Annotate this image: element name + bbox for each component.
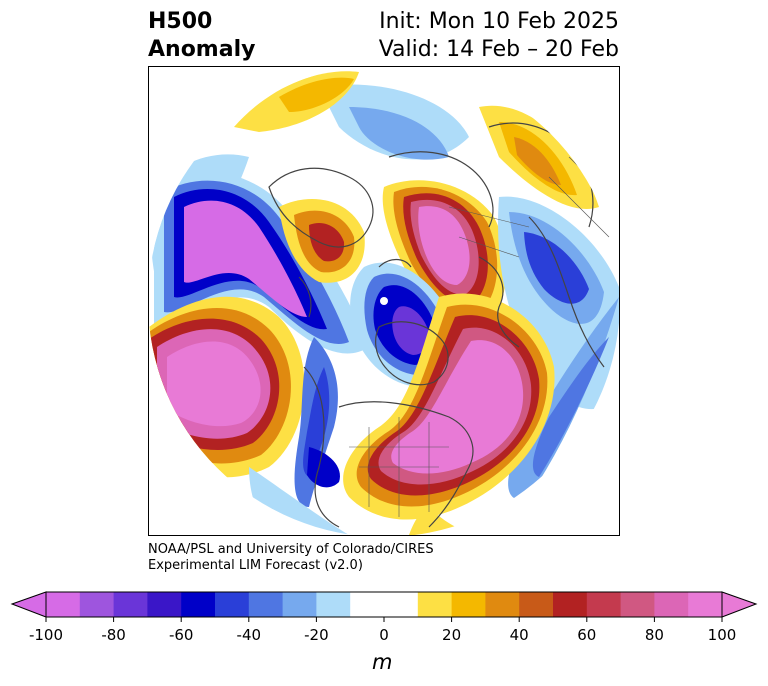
colorbar-cell	[350, 592, 385, 617]
colorbar-cell	[654, 592, 689, 617]
colorbar-unit: m	[372, 650, 393, 674]
colorbar-tick-label: -100	[28, 626, 64, 644]
colorbar-cell	[417, 592, 453, 617]
forecast-dates: Init: Mon 10 Feb 2025 Valid: 14 Feb – 20…	[379, 8, 619, 64]
colorbar-cell	[316, 592, 351, 617]
colorbar-cell	[147, 592, 182, 617]
colorbar-cell	[586, 592, 622, 617]
colorbar-cell	[688, 592, 723, 617]
colorbar-cell	[553, 592, 588, 617]
anomaly-map	[149, 67, 619, 535]
colorbar-cell	[248, 592, 284, 617]
colorbar-cell	[451, 592, 486, 617]
colorbar-tick-label: 60	[577, 626, 597, 644]
colorbar-cell	[282, 592, 317, 617]
colorbar-tick-label: -20	[304, 626, 329, 644]
colorbar-tick-label: -60	[168, 626, 194, 644]
credit-line-1: NOAA/PSL and University of Colorado/CIRE…	[148, 542, 434, 557]
colorbar-tick-label: -40	[236, 626, 262, 644]
colorbar-tick-label: 40	[509, 626, 529, 644]
colorbar-left-extend	[10, 591, 47, 618]
colorbar-cell	[384, 592, 419, 617]
colorbar-tick-label: 80	[644, 626, 664, 644]
colorbar-tick-label: 0	[379, 626, 389, 644]
colorbar-ticks: -100 -80 -60 -40 -20 0 20 40 60 80 100	[0, 626, 768, 646]
colorbar-cell	[620, 592, 655, 617]
title-line-1: H500	[148, 9, 213, 34]
map-panel	[148, 66, 620, 536]
colorbar-cell	[485, 592, 520, 617]
colorbar-tick-label: 100	[707, 626, 737, 644]
credit-text: NOAA/PSL and University of Colorado/CIRE…	[148, 542, 434, 574]
credit-line-2: Experimental LIM Forecast (v2.0)	[148, 558, 363, 573]
title-line-2: Anomaly	[148, 37, 256, 62]
map-title: H500 Anomaly	[148, 8, 255, 64]
colorbar-tick-label: -80	[101, 626, 126, 644]
colorbar-cell	[46, 592, 81, 617]
colorbar-cell	[519, 592, 554, 617]
colorbar-cell	[215, 592, 250, 617]
init-date: Init: Mon 10 Feb 2025	[379, 9, 619, 34]
colorbar-cell	[113, 592, 148, 617]
colorbar-tick-label: 20	[442, 626, 462, 644]
colorbar-right-extend	[721, 591, 758, 618]
colorbar	[10, 591, 758, 622]
valid-range: Valid: 14 Feb – 20 Feb	[378, 37, 619, 62]
colorbar-cell	[181, 592, 216, 617]
colorbar-cell	[79, 592, 115, 617]
